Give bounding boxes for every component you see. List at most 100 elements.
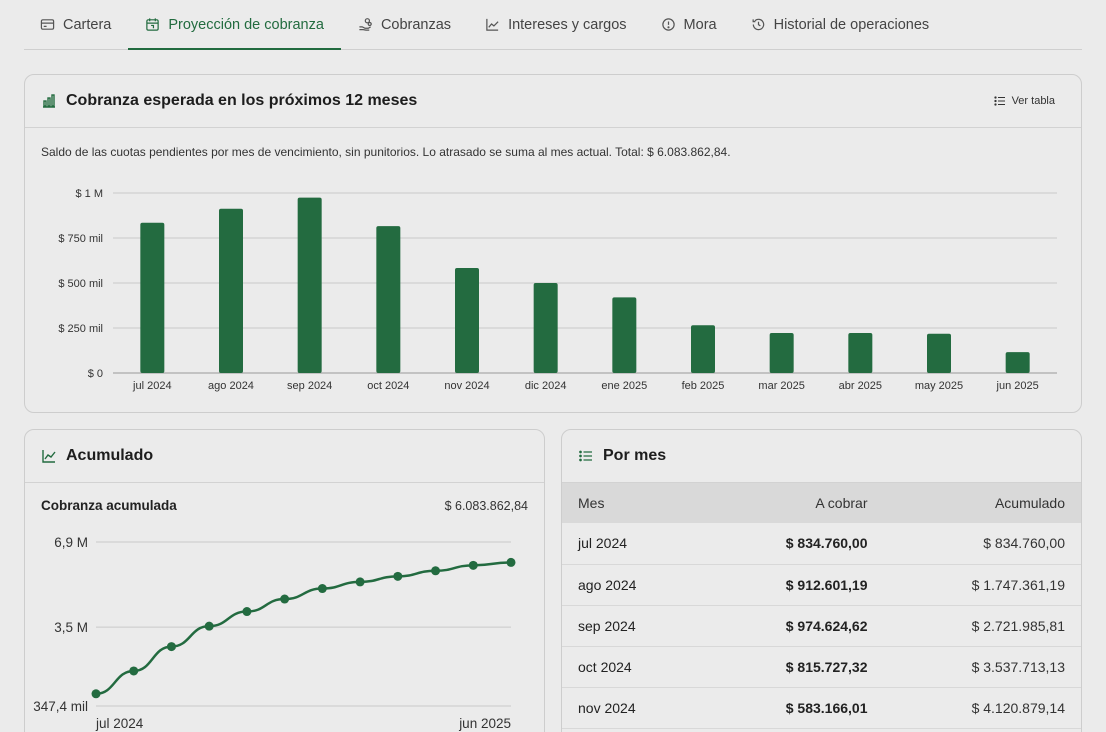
hand-coins-icon (359, 18, 372, 31)
bar[interactable] (376, 226, 401, 373)
bar[interactable] (533, 283, 558, 373)
y-tick-label: 3,5 M (54, 620, 88, 635)
card-title: Por mes (603, 447, 667, 464)
x-tick-label: dic 2024 (525, 380, 567, 392)
data-point[interactable] (91, 689, 101, 699)
bar[interactable] (219, 208, 243, 373)
cell-month: jul 2024 (562, 523, 705, 565)
view-table-button[interactable]: Ver tabla (984, 91, 1065, 111)
y-tick-label: $ 1 M (75, 188, 103, 200)
expected-collection-card: Cobranza esperada en los próximos 12 mes… (24, 74, 1082, 413)
data-point[interactable] (393, 571, 403, 581)
card-icon (40, 19, 55, 30)
cell-accumulated: $ 3.537.713,13 (883, 646, 1081, 688)
bar[interactable] (455, 268, 479, 373)
table-row: oct 2024 $ 815.727,32 $ 3.537.713,13 (562, 646, 1081, 688)
tab-1[interactable]: Cartera (24, 0, 128, 49)
x-tick-label: ago 2024 (208, 380, 254, 392)
bar[interactable] (848, 333, 873, 373)
x-tick-label-end: jun 2025 (458, 716, 511, 731)
accumulated-total: $ 6.083.862,84 (444, 499, 528, 513)
y-tick-label: $ 250 mil (58, 323, 103, 335)
column-header-month[interactable]: Mes (578, 495, 605, 511)
tab-label: Intereses y cargos (508, 16, 627, 33)
x-tick-label: may 2025 (915, 380, 963, 392)
data-point[interactable] (506, 557, 516, 567)
y-tick-label: $ 500 mil (58, 278, 103, 290)
card-header: Por mes (562, 430, 1081, 483)
tab-label: Proyección de cobranza (168, 16, 324, 33)
alert-circle-icon (661, 18, 675, 31)
list-icon (993, 96, 1005, 106)
x-tick-label: jul 2024 (132, 380, 172, 392)
x-tick-label: feb 2025 (682, 380, 725, 392)
line-chart-icon (42, 450, 56, 463)
tab-label: Cartera (63, 16, 112, 33)
data-point[interactable] (166, 642, 176, 652)
bar[interactable] (691, 325, 715, 373)
tab-3[interactable]: Cobranzas (341, 0, 468, 49)
cell-month: ago 2024 (562, 564, 705, 606)
bar[interactable] (1005, 352, 1030, 373)
accumulated-card: Acumulado Cobranza acumulada $ 6.083.862… (24, 429, 545, 732)
x-tick-label: ene 2025 (601, 380, 647, 392)
list-icon (579, 450, 592, 462)
card-header: Cobranza esperada en los próximos 12 mes… (25, 75, 1081, 128)
card-header: Acumulado (25, 430, 544, 483)
tab-5[interactable]: Mora (644, 0, 734, 49)
table-row: sep 2024 $ 974.624,62 $ 2.721.985,81 (562, 605, 1081, 647)
accumulated-line (95, 561, 512, 696)
table-row: ago 2024 $ 912.601,19 $ 1.747.361,19 (562, 564, 1081, 606)
cell-accumulated: $ 834.760,00 (883, 523, 1081, 565)
y-tick-label: $ 750 mil (58, 233, 103, 245)
cell-month: nov 2024 (562, 687, 705, 729)
data-point[interactable] (431, 566, 441, 576)
cell-accumulated: $ 1.747.361,19 (883, 564, 1081, 606)
y-tick-label: $ 0 (88, 368, 103, 380)
data-point[interactable] (129, 666, 139, 676)
history-icon (752, 18, 764, 31)
y-tick-label: 347,4 mil (33, 699, 88, 714)
bar[interactable] (769, 333, 794, 373)
bar[interactable] (612, 297, 637, 373)
data-point[interactable] (317, 584, 327, 594)
y-tick-label: 6,9 M (54, 535, 88, 550)
cell-month: sep 2024 (562, 605, 705, 647)
cell-month: oct 2024 (562, 646, 705, 688)
x-tick-label: mar 2025 (758, 380, 804, 392)
data-point[interactable] (242, 607, 252, 617)
tab-label: Mora (683, 16, 717, 33)
trend-icon (486, 18, 499, 31)
tab-6[interactable]: Historial de operaciones (734, 0, 947, 49)
table-header-row: Mes A cobrar Acumulado (562, 483, 1081, 523)
cell-due: $ 815.727,32 (704, 646, 884, 688)
data-point[interactable] (280, 594, 290, 604)
line-chart: 347,4 mil 3,5 M 6,9 M jul 2024 jun 2025 (33, 535, 516, 731)
data-point[interactable] (355, 577, 365, 587)
bar-chart-icon (43, 94, 55, 108)
column-header-accumulated[interactable]: Acumulado (994, 495, 1065, 511)
monthly-table: Mes A cobrar Acumulado jul 2024 $ 834.76… (562, 483, 1081, 729)
tab-label: Cobranzas (380, 16, 452, 33)
bar[interactable] (140, 222, 165, 373)
cell-due: $ 583.166,01 (704, 687, 884, 729)
bar[interactable] (297, 197, 322, 373)
accumulated-subtitle: Cobranza acumulada (41, 498, 177, 513)
view-table-label: Ver tabla (1011, 95, 1055, 107)
bar-chart: $ 0 $ 250 mil $ 500 mil $ 750 mil $ 1 M jul 2… (58, 188, 1057, 392)
cell-accumulated: $ 2.721.985,81 (883, 605, 1081, 647)
cell-due: $ 834.760,00 (704, 523, 884, 565)
monthly-card: Por mes Mes A cobrar Acumulado jul 2024 … (561, 429, 1082, 732)
table-row: jul 2024 $ 834.760,00 $ 834.760,00 (562, 523, 1081, 565)
cell-due: $ 974.624,62 (704, 605, 884, 647)
column-header-due[interactable]: A cobrar (815, 495, 868, 511)
x-tick-label: oct 2024 (367, 380, 409, 392)
data-point[interactable] (204, 621, 214, 631)
x-tick-label: abr 2025 (839, 380, 882, 392)
calendar-icon (146, 18, 160, 31)
data-point[interactable] (468, 560, 478, 570)
tab-4[interactable]: Intereses y cargos (468, 0, 643, 49)
bar[interactable] (927, 333, 951, 373)
chart-description: Saldo de las cuotas pendientes por mes d… (41, 145, 731, 159)
tab-2[interactable]: Proyección de cobranza (128, 0, 341, 50)
